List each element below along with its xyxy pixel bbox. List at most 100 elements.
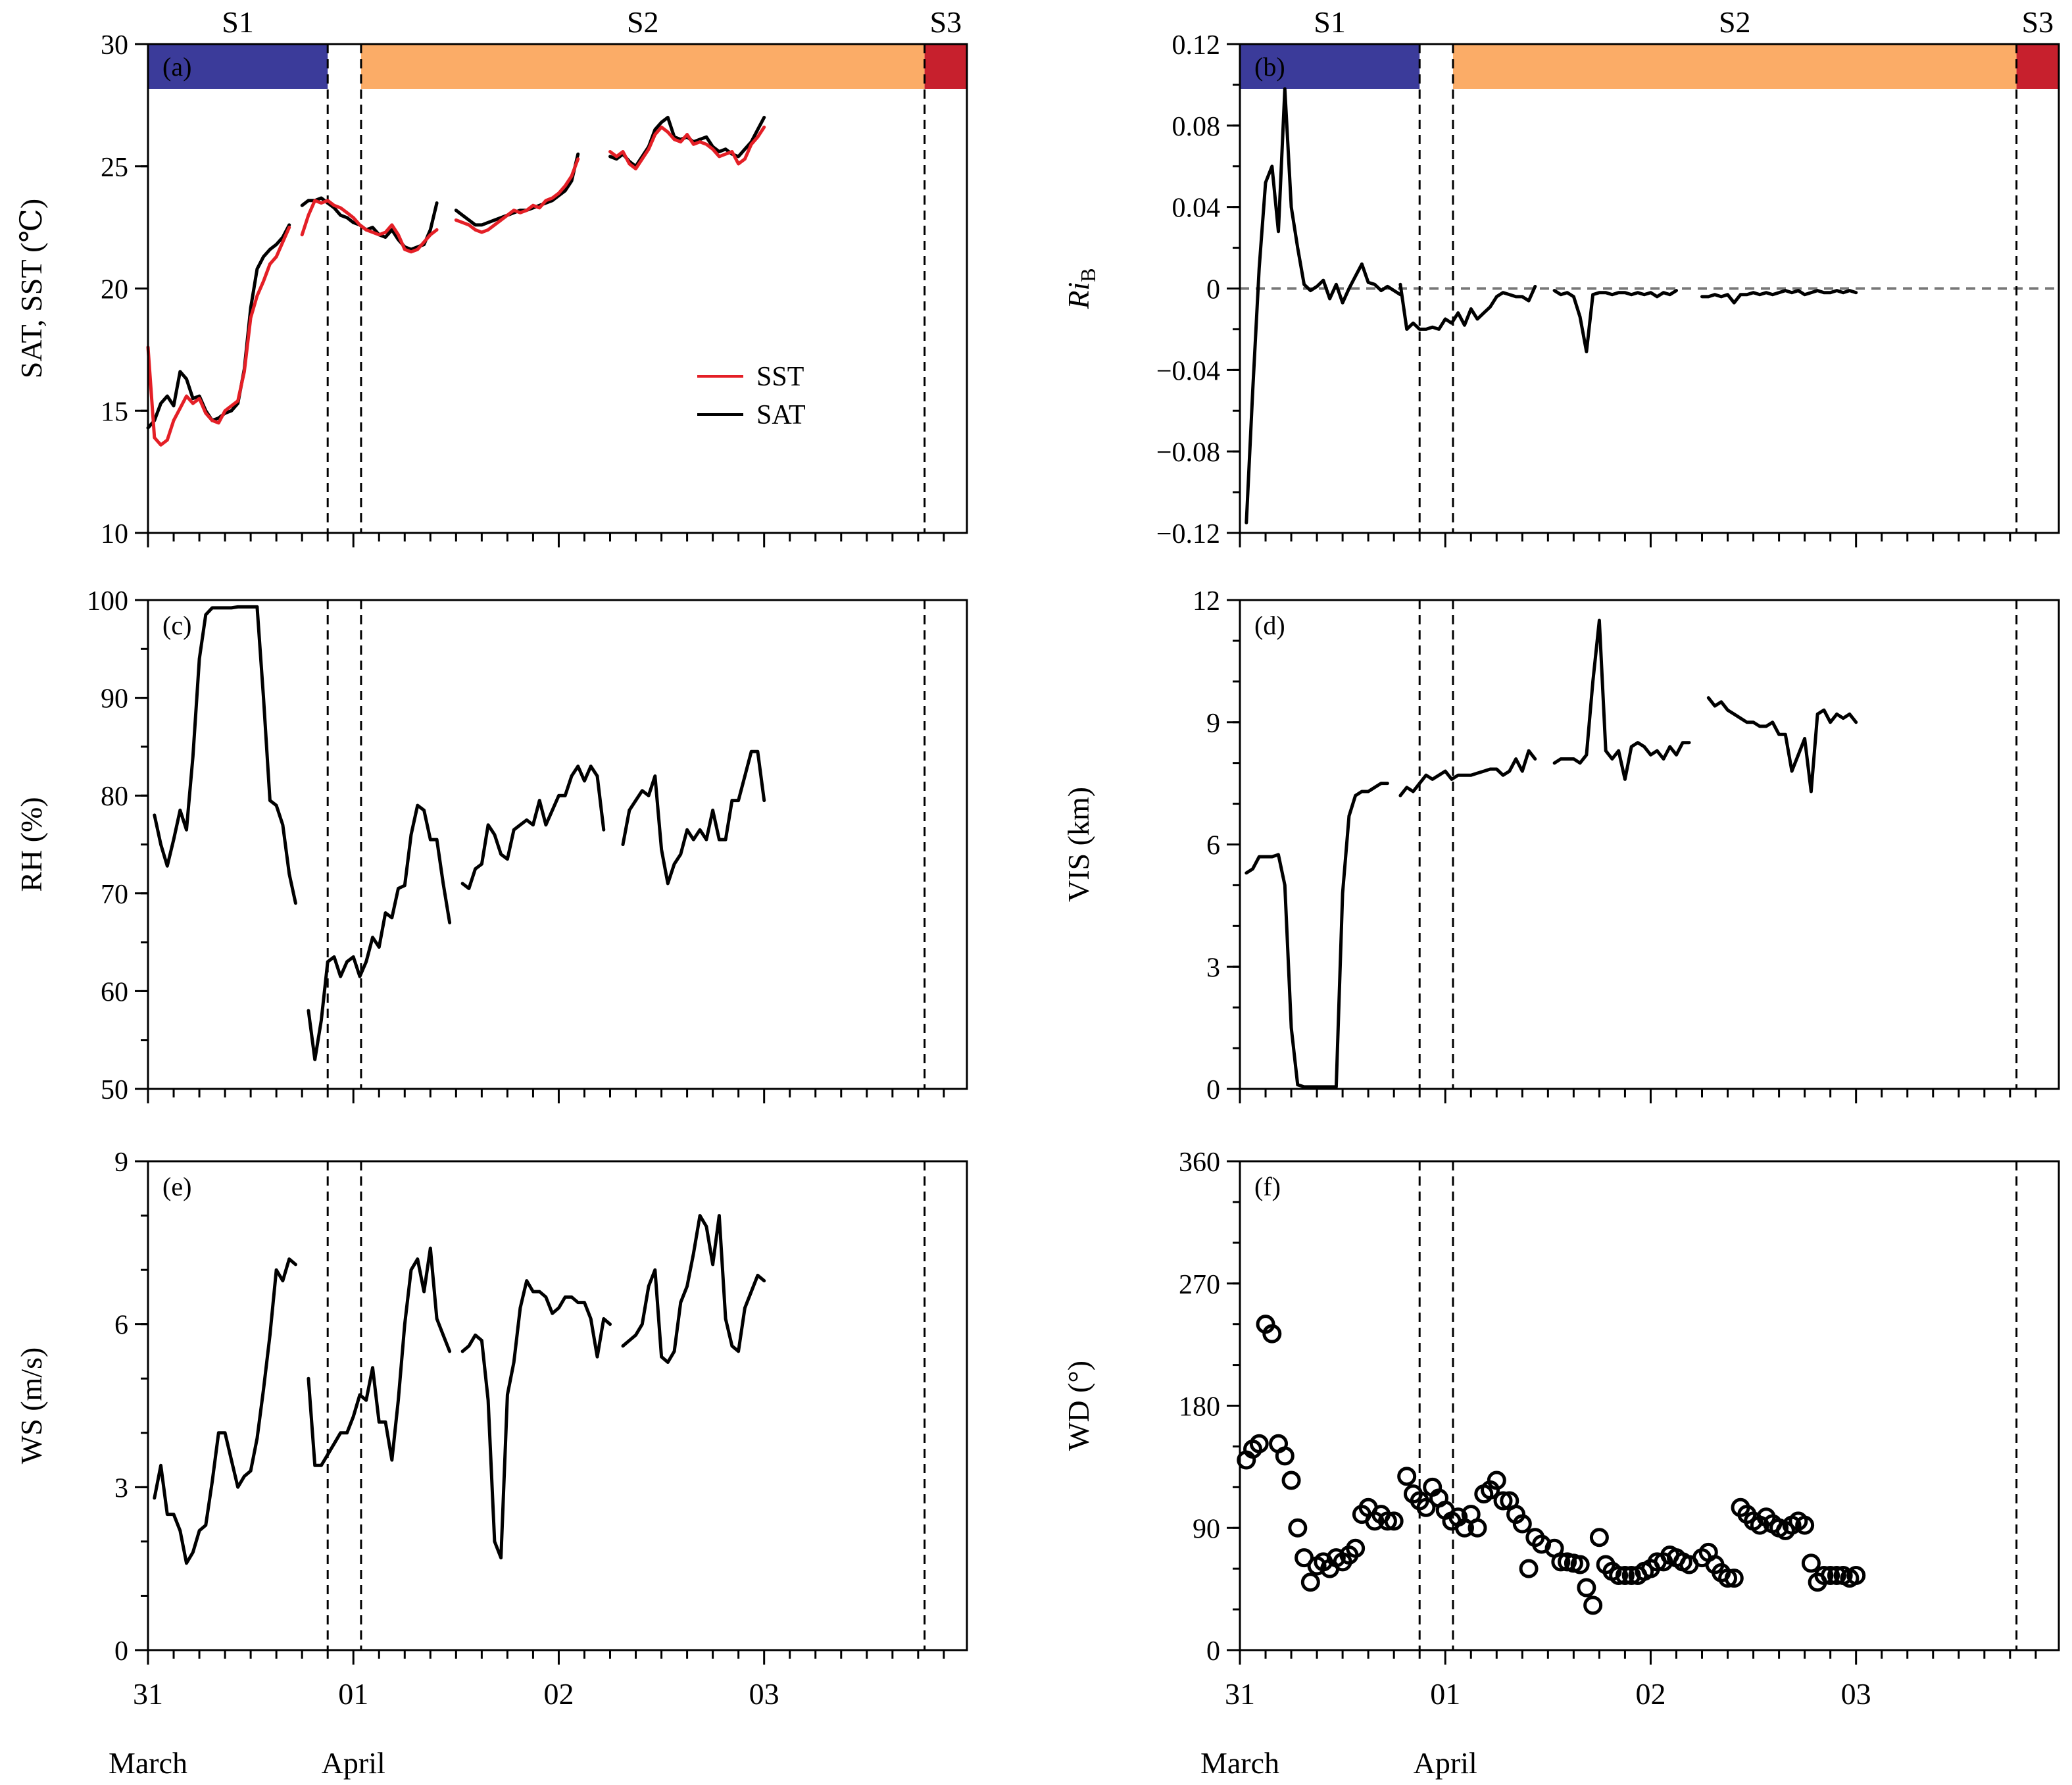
panel-label: (e) — [162, 1172, 191, 1201]
plot-frame — [147, 599, 968, 1090]
wd-point — [1724, 1569, 1744, 1588]
y-tick-label: 270 — [1179, 1270, 1220, 1300]
series-rh-line-2 — [307, 803, 452, 1061]
stage-bar-s3 — [924, 44, 967, 89]
wd-point — [1583, 1596, 1603, 1615]
x-tick-label: 03 — [749, 1677, 779, 1711]
wd-point — [1801, 1553, 1821, 1573]
wd-point — [1275, 1446, 1295, 1466]
x-tick-label: 31 — [1225, 1677, 1255, 1711]
stage-label-s2: S2 — [1719, 5, 1751, 39]
y-tick-label: 20 — [101, 275, 128, 305]
wd-point — [1512, 1514, 1532, 1534]
wd-point — [1589, 1528, 1609, 1547]
stage-bar-s1 — [148, 44, 328, 89]
stage-label-s3: S3 — [930, 5, 962, 39]
legend-label-sat: SAT — [756, 400, 806, 430]
month-label: March — [1200, 1746, 1279, 1780]
series-ws-line-1 — [153, 1257, 297, 1565]
y-tick-label: 25 — [101, 153, 128, 183]
plot-frame — [147, 43, 968, 534]
plot-frame — [147, 1160, 968, 1651]
y-tick-label: 360 — [1179, 1147, 1220, 1178]
wd-point — [1487, 1471, 1506, 1490]
series-rib-line-1 — [1245, 87, 1402, 524]
y-tick-label: −0.08 — [1156, 438, 1220, 468]
wd-point — [1377, 1511, 1397, 1531]
y-tick-label: 0.12 — [1172, 30, 1221, 61]
panel-label: (b) — [1254, 52, 1285, 82]
series-rh-line-3 — [460, 765, 606, 890]
x-tick-label: 01 — [338, 1677, 368, 1711]
stage-bar-s3 — [2016, 44, 2059, 89]
series-sst-line-1 — [146, 226, 291, 447]
wd-point — [1249, 1434, 1269, 1453]
stage-label-s2: S2 — [627, 5, 659, 39]
y-tick-label: 6 — [114, 1311, 128, 1341]
stage-label-s3: S3 — [2022, 5, 2054, 39]
y-tick-label: 60 — [101, 977, 128, 1007]
panel-b: S1 S2 S3 −0.12 −0.08 −0.04 0 0.04 0.08 0.12 (b) RiB — [1062, 5, 2060, 549]
wd-point — [1718, 1569, 1738, 1588]
y-tick-label: 180 — [1179, 1392, 1220, 1422]
series-sst-line-2 — [300, 199, 439, 254]
x-tick-label: 03 — [1841, 1677, 1871, 1711]
y-axis-title: RH (%) — [14, 797, 48, 892]
stage-bar-s2 — [360, 44, 925, 89]
y-axis-title: SAT, SST (℃) — [14, 199, 48, 378]
wd-point — [1281, 1471, 1301, 1490]
legend-label-sst: SST — [756, 362, 804, 392]
wd-point — [1384, 1511, 1404, 1531]
series-rib-line-3 — [1552, 289, 1678, 353]
y-tick-label: 3 — [1206, 953, 1220, 983]
wd-point — [1609, 1565, 1629, 1585]
wd-point — [1346, 1538, 1366, 1558]
series-ws-line-2 — [307, 1246, 452, 1467]
stage-bar-s1 — [1240, 44, 1420, 89]
y-tick-label: −0.04 — [1156, 356, 1220, 386]
y-tick-label: 90 — [1193, 1514, 1220, 1544]
stage-label-s1: S1 — [1314, 5, 1346, 39]
month-label: March — [109, 1746, 187, 1780]
wd-point — [1468, 1518, 1487, 1538]
series-sst-line-3 — [454, 157, 580, 234]
y-tick-label: 6 — [1206, 831, 1220, 861]
panel-f: 0 90 180 270 360 31 01 02 03 March April (f) WD (°) — [1062, 1147, 2060, 1780]
wd-point — [1827, 1565, 1846, 1585]
stage-bar-s2 — [1452, 44, 2017, 89]
wd-point — [1519, 1559, 1539, 1578]
series-ws-line-4 — [621, 1214, 766, 1364]
series-rh-line-4 — [621, 749, 766, 886]
wd-point — [1493, 1491, 1513, 1511]
wd-point — [1577, 1578, 1596, 1597]
month-label: April — [1414, 1746, 1477, 1780]
y-tick-label: 0 — [1206, 1075, 1220, 1105]
wd-point — [1397, 1467, 1417, 1486]
panel-label: (c) — [162, 611, 191, 640]
month-label: April — [322, 1746, 385, 1780]
series-sat-line-3 — [454, 152, 580, 227]
y-tick-label: 12 — [1193, 586, 1220, 616]
x-tick-label: 02 — [1635, 1677, 1665, 1711]
wd-point — [1615, 1565, 1635, 1585]
wd-point — [1300, 1572, 1320, 1592]
series-sat-line-4 — [608, 116, 766, 168]
series-rib-line-4 — [1700, 289, 1858, 305]
wd-point — [1416, 1497, 1436, 1517]
series-ws-line-3 — [460, 1279, 612, 1560]
y-tick-label: 70 — [101, 880, 128, 910]
x-tick-label: 01 — [1430, 1677, 1460, 1711]
y-tick-label: 0 — [1206, 275, 1220, 305]
series-vis-line-3 — [1552, 618, 1691, 781]
panel-a: S1 S2 S3 10 15 20 25 30 (a) SAT, SST (℃) SST SAT — [14, 5, 968, 549]
series-sst-line-4 — [608, 125, 766, 170]
series-vis-line-4 — [1706, 696, 1858, 793]
series-sat-line-2 — [300, 196, 439, 251]
plot-frame — [1239, 599, 2060, 1090]
x-tick-label: 02 — [543, 1677, 574, 1711]
series-rib-line-2 — [1398, 282, 1537, 331]
y-tick-label: 0 — [1206, 1636, 1220, 1667]
y-tick-label: 50 — [101, 1075, 128, 1105]
stage-label-s1: S1 — [222, 5, 254, 39]
